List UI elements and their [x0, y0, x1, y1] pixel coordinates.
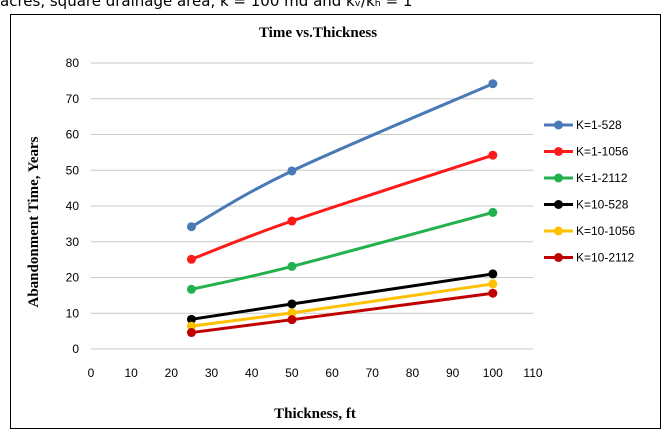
y-tick-label: 40: [66, 199, 80, 213]
legend-marker: [554, 253, 563, 262]
series-3: [186, 207, 498, 294]
legend-label: K=10-528: [576, 198, 629, 212]
legend-marker: [554, 200, 563, 209]
data-point: [488, 288, 498, 298]
line-chart: Time vs.Thickness 0 10 20 30 40 50 60 70 80 0 10 2…: [26, 25, 635, 422]
data-point: [186, 314, 196, 324]
chart-frame: Time vs.Thickness 0 10 20 30 40 50 60 70 80 0 10 2…: [10, 14, 661, 429]
legend-marker: [554, 147, 563, 156]
legend-item: K=10-1056: [544, 224, 635, 238]
legend-label: K=10-2112: [576, 251, 634, 265]
x-tick-label: 30: [205, 366, 219, 380]
y-tick-label: 60: [66, 128, 80, 142]
x-tick-label: 70: [366, 366, 380, 380]
legend-marker: [554, 226, 563, 236]
data-point: [488, 79, 498, 89]
x-tick-label: 20: [165, 366, 179, 380]
legend-item: K=1-1056: [544, 145, 629, 159]
series-5: [186, 279, 498, 331]
data-point: [287, 261, 297, 271]
series-line: [190, 153, 494, 261]
series-1: [186, 79, 498, 232]
data-point: [488, 150, 498, 160]
legend-label: K=10-1056: [576, 224, 635, 238]
series-line: [190, 82, 494, 229]
x-tick-label: 50: [285, 366, 299, 380]
series-line: [191, 282, 494, 328]
data-point: [186, 321, 196, 331]
data-point: [186, 328, 196, 338]
data-point: [488, 269, 498, 279]
legend-item: K=10-528: [544, 198, 629, 212]
series-6: [186, 288, 498, 338]
series-line: [191, 210, 494, 291]
data-point: [186, 254, 196, 264]
y-tick-label: 30: [66, 235, 80, 249]
legend-item: K=10-2112: [544, 251, 634, 265]
series-4: [186, 269, 498, 324]
data-point: [488, 207, 498, 217]
data-point: [488, 279, 498, 289]
legend-label: K=1-1056: [576, 145, 629, 159]
legend: K=1-528 K=1-1056 K=1-2112 K=10-528 K=10-1056…: [544, 118, 635, 265]
x-tick-label: 90: [446, 366, 460, 380]
legend-item: K=1-2112: [544, 171, 628, 185]
legend-marker: [554, 173, 563, 183]
x-axis-ticks: 0 10 20 30 40 50 60 70 80 90 100 110: [88, 366, 543, 380]
series-lines: [186, 79, 498, 338]
x-axis-title: Thickness, ft: [274, 406, 356, 422]
chart-title: Time vs.Thickness: [259, 25, 377, 41]
legend-label: K=1-2112: [576, 171, 628, 185]
series-line: [191, 291, 494, 335]
y-axis-title: Abandonment Time, Years: [26, 136, 42, 307]
x-tick-label: 60: [325, 366, 339, 380]
gridlines: [91, 62, 533, 350]
y-tick-label: 80: [66, 56, 80, 70]
x-tick-label: 80: [406, 366, 420, 380]
y-tick-label: 10: [66, 306, 80, 320]
data-point: [287, 166, 297, 176]
y-axis-ticks: 0 10 20 30 40 50 60 70 80: [66, 56, 80, 356]
y-tick-label: 50: [66, 163, 80, 177]
x-tick-label: 0: [88, 366, 95, 380]
series-line: [191, 272, 494, 321]
data-point: [287, 315, 297, 325]
x-tick-label: 100: [483, 366, 503, 380]
data-point: [287, 216, 297, 226]
x-tick-label: 10: [125, 366, 139, 380]
data-point: [287, 299, 297, 309]
y-tick-label: 20: [66, 271, 80, 285]
page-caption: acres, square drainage area, k = 100 md …: [0, 0, 413, 10]
data-point: [287, 308, 297, 318]
data-point: [186, 222, 196, 232]
data-point: [186, 284, 196, 294]
legend-label: K=1-528: [576, 118, 622, 132]
y-tick-label: 0: [72, 342, 79, 356]
x-tick-label: 110: [523, 366, 542, 380]
y-tick-label: 70: [66, 92, 80, 106]
legend-item: K=1-528: [544, 118, 622, 132]
x-tick-label: 40: [245, 366, 259, 380]
legend-marker: [554, 120, 563, 130]
series-2: [186, 150, 498, 264]
